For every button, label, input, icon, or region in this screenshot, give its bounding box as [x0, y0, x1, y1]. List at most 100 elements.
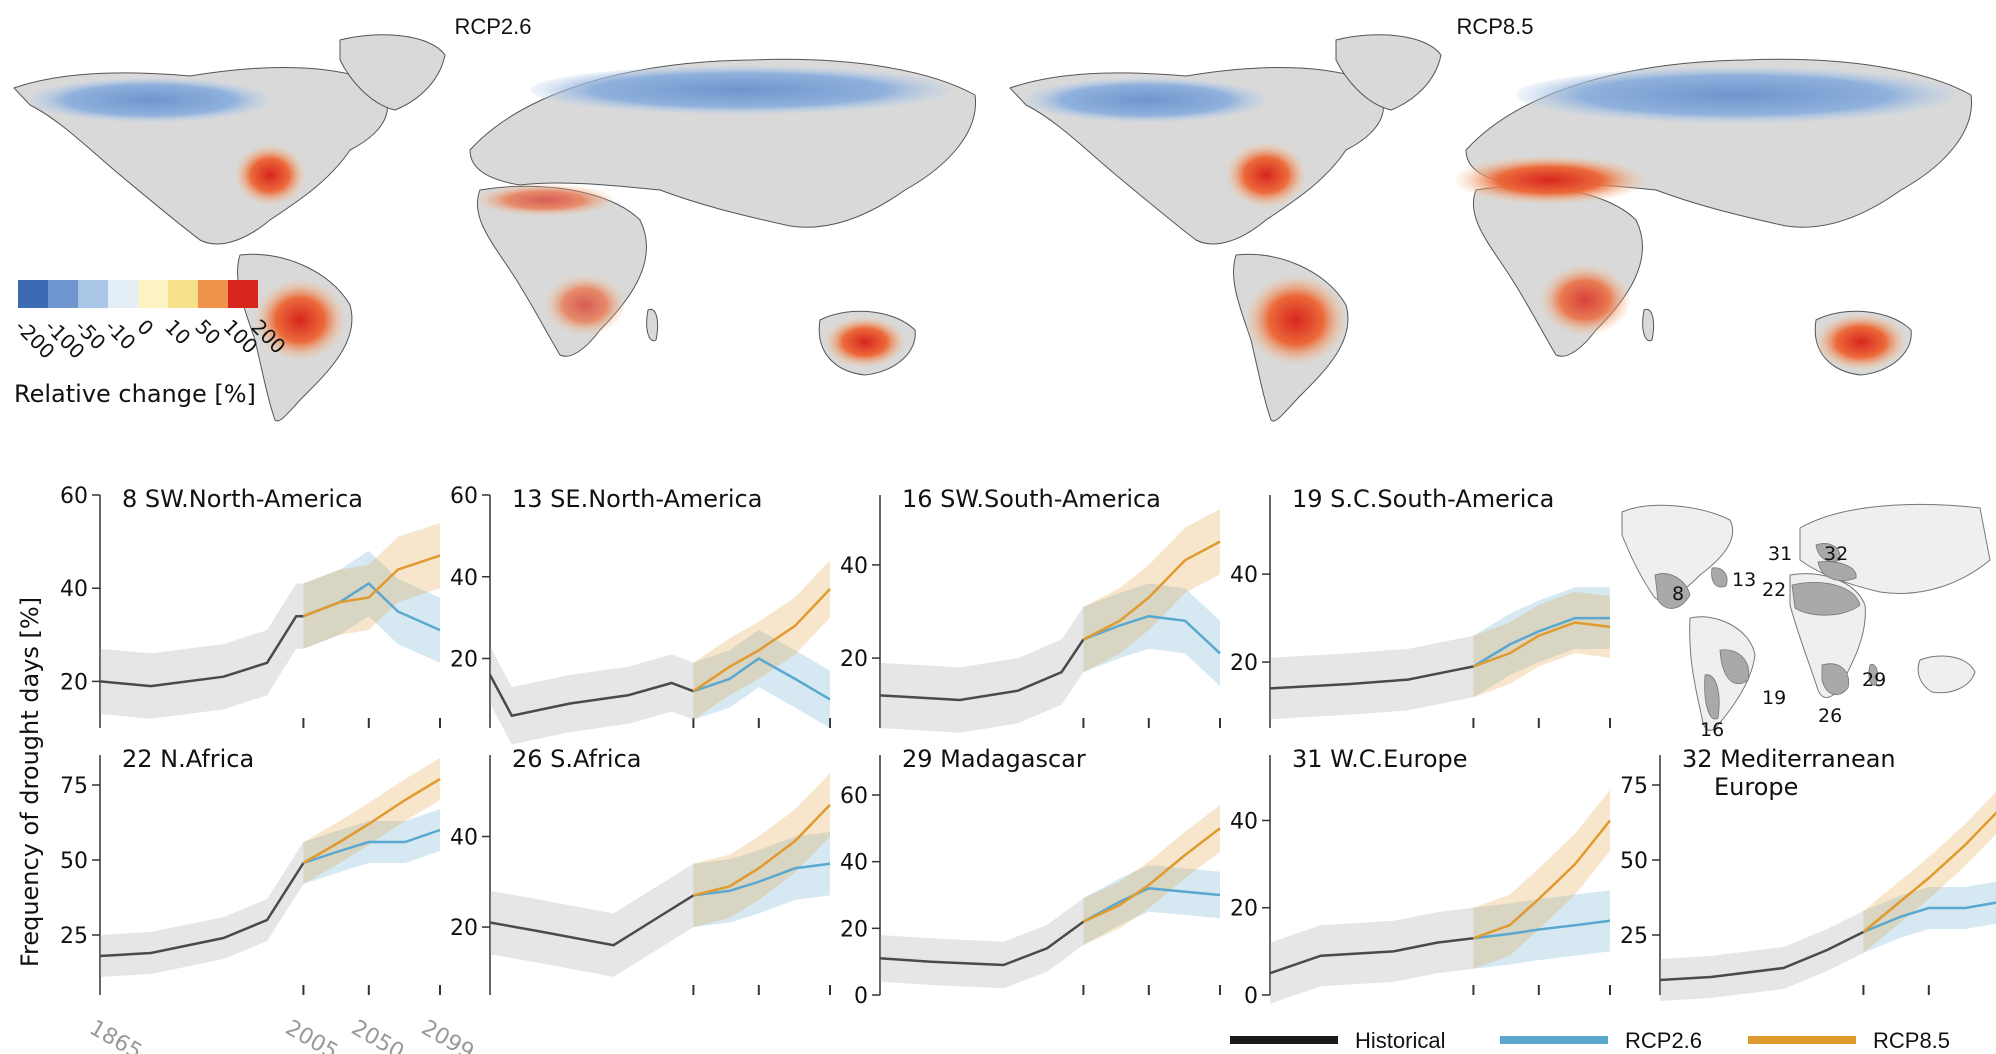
inset-continents — [1621, 503, 1991, 731]
y-tick-label: 50 — [1620, 849, 1648, 874]
rcp26-line — [1472, 616, 1610, 668]
africa — [1472, 185, 1643, 357]
colorbar-swatch — [228, 280, 258, 308]
y-tick-label: 20 — [450, 648, 478, 673]
rcp85-band — [1473, 789, 1610, 969]
panel-title: 16 SW.South-America — [902, 485, 1161, 513]
inset-region-labels: 8 13 16 19 22 26 29 31 32 — [1672, 543, 1886, 741]
rcp26-band — [303, 809, 440, 884]
y-tick-label: 75 — [1620, 774, 1648, 799]
historical-band — [100, 842, 304, 977]
rcp85-band — [693, 773, 830, 928]
y-tick-label: 25 — [60, 924, 88, 949]
historical-band — [880, 898, 1084, 989]
panel: 20 40 19 S.C.South-America — [1230, 485, 1611, 728]
y-axis-label: Frequency of drought days [%] — [16, 597, 44, 967]
rcp26-band — [303, 550, 440, 663]
map-title-rcp85: RCP8.5 — [1456, 14, 1533, 39]
hot-anomaly — [1816, 314, 1906, 370]
rcp85-line — [1472, 621, 1611, 668]
y-tick-label: 0 — [854, 984, 868, 1009]
rcp85-line — [1082, 827, 1221, 923]
colorbar-tick: 10 — [160, 315, 195, 350]
panel: 20 40 60 8 SW.North-America — [60, 484, 441, 728]
historical-band — [490, 863, 694, 977]
y-tick-label: 60 — [60, 484, 88, 509]
y-tick-label: 0 — [1244, 984, 1258, 1009]
legend: Historical RCP2.6 RCP8.5 — [1230, 1028, 1950, 1053]
hot-anomaly — [1455, 156, 1645, 204]
rcp85-line — [693, 803, 831, 897]
rcp26-band — [1473, 587, 1610, 698]
map-rcp85: RCP8.5 — [1009, 14, 1973, 422]
panel-title: 31 W.C.Europe — [1292, 745, 1468, 773]
y-tick-label: 20 — [1230, 651, 1258, 676]
legend-label-rcp26: RCP2.6 — [1625, 1028, 1702, 1053]
colorbar-label: Relative change [%] — [14, 380, 256, 408]
cold-anomaly — [1516, 67, 1956, 123]
rcp85-line — [302, 777, 441, 865]
inset-label-29: 29 — [1862, 669, 1886, 691]
inset-label-26: 26 — [1818, 705, 1842, 727]
y-tick-label: 20 — [840, 647, 868, 672]
inset-label-31: 31 — [1768, 543, 1792, 565]
historical-band — [1660, 911, 1864, 1001]
inset-region-32 — [1817, 561, 1857, 581]
hot-anomaly — [825, 317, 905, 367]
rcp85-line — [1862, 811, 1996, 933]
rcp26-band — [693, 629, 830, 728]
y-tick-label: 75 — [60, 774, 88, 799]
inset-label-16: 16 — [1700, 719, 1724, 741]
y-tick-label: 40 — [60, 577, 88, 602]
inset-label-8: 8 — [1672, 583, 1684, 605]
y-tick-label: 40 — [840, 851, 868, 876]
inset-region-29 — [1868, 664, 1878, 686]
rcp26-band — [1083, 865, 1220, 945]
historical-line — [879, 638, 1085, 702]
legend-label-rcp85: RCP8.5 — [1873, 1028, 1950, 1053]
greenland — [1335, 34, 1442, 111]
y-tick-label: 40 — [1230, 809, 1258, 834]
x-tick-labels: 1865 2005 2050 2099 — [85, 1016, 478, 1054]
hot-anomaly — [475, 184, 615, 216]
panel-title: 8 SW.North-America — [122, 485, 363, 513]
rcp85-band — [1083, 805, 1220, 945]
y-tick-label: 20 — [450, 916, 478, 941]
x-tick-label-2005: 2005 — [281, 1016, 342, 1054]
y-tick-label: 40 — [450, 566, 478, 591]
colorbar-swatch — [18, 280, 48, 308]
hot-anomaly — [1226, 143, 1306, 207]
historical-line — [99, 862, 305, 958]
panel-title: 22 N.Africa — [122, 745, 254, 773]
hot-anomaly — [235, 145, 305, 205]
rcp85-line — [1472, 819, 1611, 940]
panel: 0 20 40 60 29 Madagascar — [840, 745, 1221, 1009]
rcp85-line — [1082, 540, 1221, 641]
panel-title: 13 SE.North-America — [512, 485, 762, 513]
hot-anomaly — [545, 275, 625, 335]
historical-line — [1269, 937, 1474, 975]
historical-line — [1269, 665, 1474, 690]
madagascar — [646, 308, 659, 342]
madagascar — [1642, 308, 1655, 342]
rcp26-line — [1082, 614, 1221, 655]
colorbar-tick: -10 — [100, 315, 140, 355]
historical-band — [880, 606, 1084, 733]
greenland — [339, 34, 446, 111]
y-tick-label: 25 — [1620, 924, 1648, 949]
historical-line — [879, 920, 1085, 967]
y-tick-label: 20 — [1230, 897, 1258, 922]
historical-band — [1270, 907, 1474, 1004]
rcp26-line — [303, 828, 441, 865]
y-tick-label: 20 — [60, 670, 88, 695]
inset-region-31 — [1815, 543, 1841, 562]
colorbar: -200 -100 -50 -10 0 10 50 100 200 Relati… — [10, 280, 290, 408]
rcp85-band — [1863, 792, 1996, 953]
rcp26-line — [1473, 919, 1611, 940]
hot-anomaly — [1540, 265, 1630, 335]
x-tick-label-1865: 1865 — [85, 1016, 146, 1054]
rcp26-band — [1863, 881, 1996, 953]
inset-label-32: 32 — [1824, 543, 1848, 565]
colorbar-swatch — [108, 280, 138, 308]
